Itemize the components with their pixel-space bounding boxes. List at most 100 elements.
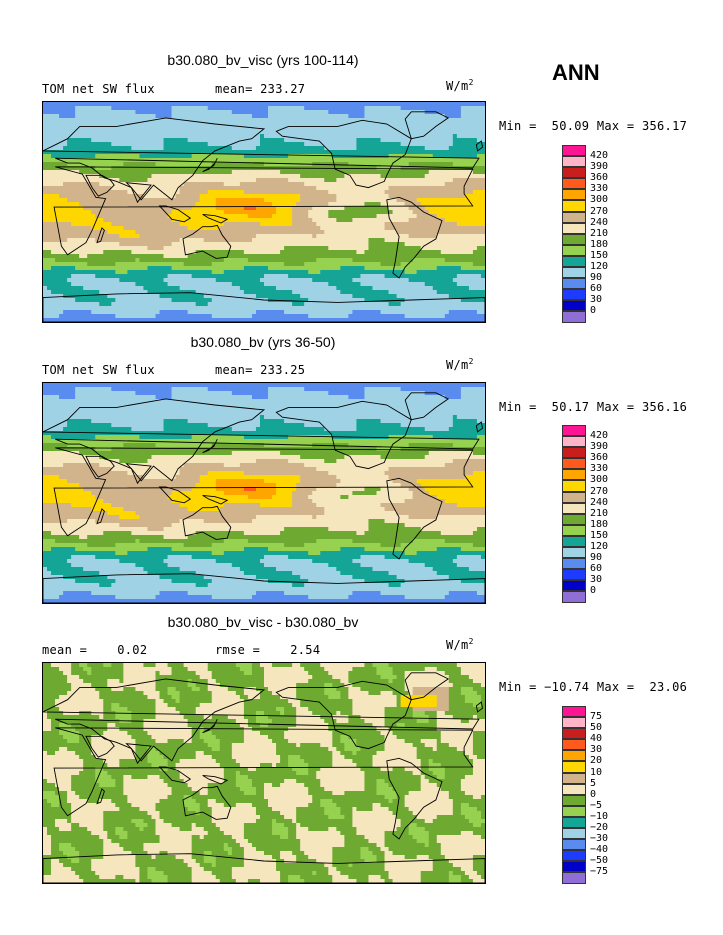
field-cell [348,214,353,219]
field-cell [352,150,358,155]
field-cell [420,202,426,207]
field-cell [211,106,217,111]
field-cell [107,170,112,175]
field-cell [272,142,277,147]
field-cell [131,138,137,143]
field-cell [107,106,112,111]
field-cell [320,266,325,271]
field-cell [272,202,277,207]
field-cell [43,138,48,143]
field-cell [356,122,362,127]
field-cell [219,190,225,195]
field-cell [71,138,76,143]
field-cell [396,190,402,195]
field-cell [280,266,285,271]
field-cell [179,218,185,223]
field-cell [127,266,132,271]
field-cell [119,274,124,279]
field-cell [308,250,313,255]
field-cell [71,134,76,139]
field-cell [344,186,349,191]
field-cell [55,134,60,139]
field-cell [432,166,438,171]
field-cell [207,102,213,107]
field-cell [424,118,430,123]
field-cell [91,218,96,223]
field-cell [195,206,201,211]
field-cell [235,158,241,163]
field-cell [119,234,124,239]
field-cell [155,102,161,107]
field-cell [191,226,197,231]
field-cell [268,234,273,239]
field-cell [376,258,382,263]
field-cell [400,202,406,207]
field-cell [376,178,382,183]
field-cell [231,226,237,231]
field-cell [211,214,217,219]
field-cell [211,242,217,247]
field-cell [292,218,297,223]
field-cell [75,170,80,175]
field-cell [47,230,52,235]
field-cell [408,102,414,107]
field-cell [412,170,418,175]
field-cell [432,162,438,167]
field-cell [324,226,329,231]
field-cell [308,186,313,191]
field-cell [284,254,289,259]
field-cell [243,278,249,283]
field-cell [268,134,273,139]
field-cell [87,258,92,263]
field-cell [368,226,374,231]
field-cell [251,142,257,147]
field-cell [219,254,225,259]
field-cell [191,206,197,211]
field-cell [215,150,221,155]
field-cell [235,214,241,219]
field-cell [255,242,261,247]
field-cell [464,246,470,251]
field-cell [51,182,56,187]
field-cell [95,130,100,135]
field-cell [444,266,450,271]
field-cell [107,278,112,283]
field-cell [424,258,430,263]
field-cell [464,278,470,283]
field-cell [432,130,438,135]
field-cell [179,150,185,155]
field-cell [107,214,112,219]
field-cell [436,150,442,155]
field-cell [135,134,141,139]
field-cell [280,258,285,263]
field-cell [179,106,185,111]
field-cell [43,166,48,171]
field-cell [55,174,60,179]
field-cell [171,134,177,139]
field-cell [356,146,362,151]
field-cell [75,122,80,127]
field-cell [187,110,193,115]
field-cell [308,130,313,135]
field-cell [384,186,390,191]
field-cell [55,214,60,219]
field-cell [151,174,157,179]
field-cell [223,250,229,255]
field-cell [396,250,402,255]
field-cell [75,274,80,279]
field-cell [380,150,386,155]
field-cell [175,262,181,267]
field-cell [131,270,137,275]
field-cell [251,118,257,123]
field-cell [43,114,48,119]
field-cell [43,254,48,259]
field-cell [428,150,434,155]
field-cell [179,274,185,279]
field-cell [448,262,454,267]
field-cell [91,114,96,119]
field-cell [43,230,48,235]
field-cell [364,134,370,139]
field-cell [408,210,414,215]
field-cell [119,222,124,227]
field-cell [288,262,293,267]
